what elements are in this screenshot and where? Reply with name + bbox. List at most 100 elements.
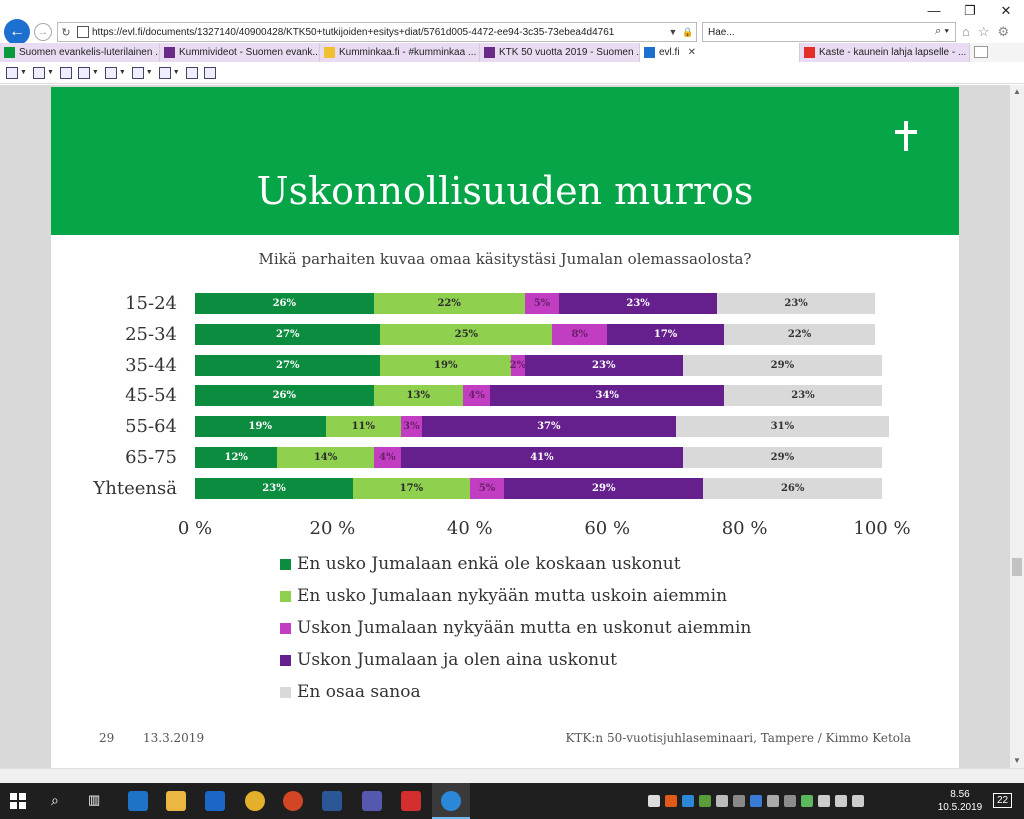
- browser-tab[interactable]: Kummivideot - Suomen evank...: [160, 43, 320, 62]
- lock-icon[interactable]: 🔒: [682, 26, 694, 37]
- bar-segment: 34%: [490, 385, 724, 407]
- legend-label: En osaa sanoa: [297, 682, 421, 702]
- horizontal-scrollbar[interactable]: [0, 768, 1024, 783]
- favorites-star-icon[interactable]: ☆: [977, 24, 990, 39]
- bar-segment: 14%: [277, 447, 374, 468]
- tab-label: Kaste - kaunein lahja lapselle - ...: [819, 47, 967, 58]
- internet-explorer-icon[interactable]: [441, 791, 461, 811]
- tab-label: KTK 50 vuotta 2019 - Suomen ...: [499, 47, 640, 58]
- browser-tab[interactable]: Kumminkaa.fi - #kumminkaa ...: [320, 43, 480, 62]
- new-tab-button[interactable]: [974, 46, 988, 58]
- home-menu[interactable]: ▼: [6, 66, 27, 79]
- scroll-up-icon[interactable]: ▲: [1013, 87, 1021, 96]
- cross-icon: [895, 121, 917, 151]
- tray-icon[interactable]: [716, 795, 728, 807]
- tray-icon[interactable]: [801, 795, 813, 807]
- refresh-icon[interactable]: ↻: [61, 26, 71, 39]
- bar-segment: 5%: [469, 477, 505, 499]
- edge-icon[interactable]: [128, 791, 148, 811]
- page-viewport[interactable]: Uskonnollisuuden murros Mikä parhaiten k…: [0, 85, 1010, 768]
- feeds-menu[interactable]: ▼: [32, 66, 54, 79]
- mail-button[interactable]: [59, 66, 72, 79]
- chrome-icon[interactable]: [245, 791, 265, 811]
- onenote-button[interactable]: [203, 66, 216, 79]
- restore-icon[interactable]: ❐: [964, 2, 976, 18]
- volume-icon[interactable]: [852, 795, 864, 807]
- bluetooth-icon[interactable]: [750, 795, 762, 807]
- bar-segment: 23%: [524, 354, 683, 376]
- legend-item: Uskon Jumalaan nykyään mutta en uskonut …: [280, 617, 751, 639]
- network-icon[interactable]: [835, 795, 847, 807]
- bar-segment: 4%: [373, 447, 402, 468]
- powerpoint-icon[interactable]: [283, 791, 303, 811]
- command-bar: ▼ ▼ ▼ ▼ ▼ ▼: [0, 62, 1024, 84]
- print-menu[interactable]: ▼: [77, 66, 99, 79]
- close-icon[interactable]: ✕: [1000, 2, 1012, 18]
- start-button[interactable]: [10, 793, 26, 809]
- tray-icon[interactable]: [699, 795, 711, 807]
- browser-tab[interactable]: KTK 50 vuotta 2019 - Suomen ...: [480, 43, 640, 62]
- safety-menu[interactable]: ▼: [131, 66, 153, 79]
- scroll-down-icon[interactable]: ▼: [1013, 756, 1021, 765]
- tray-icon[interactable]: [784, 795, 796, 807]
- minimize-icon[interactable]: —: [927, 3, 941, 18]
- bar-segment: 19%: [380, 354, 511, 376]
- row-label: 25-34: [125, 323, 177, 345]
- battery-icon[interactable]: [818, 795, 830, 807]
- office-tray-icon[interactable]: [665, 795, 677, 807]
- home-icon[interactable]: ⌂: [962, 24, 970, 39]
- window-controls: — ❐ ✕: [916, 0, 1024, 21]
- bar-segment: 11%: [325, 416, 402, 438]
- bar-segment: 29%: [682, 354, 882, 376]
- row-label: 65-75: [125, 447, 177, 468]
- bar-segment: 17%: [353, 477, 470, 499]
- bar-segment: 8%: [552, 323, 608, 345]
- bar-segment: 4%: [462, 385, 491, 407]
- legend-item: En osaa sanoa: [280, 681, 421, 703]
- search-icon[interactable]: ⌕ ▾: [935, 25, 949, 37]
- dropdown-icon[interactable]: ▼: [668, 26, 678, 37]
- browser-tab[interactable]: Kaste - kaunein lahja lapselle - ...: [800, 43, 970, 62]
- taskbar-search-icon[interactable]: ⌕: [51, 792, 59, 808]
- row-label: 15-24: [125, 293, 177, 314]
- tools-menu[interactable]: ▼: [158, 66, 180, 79]
- tab-close-icon[interactable]: ✕: [687, 47, 696, 58]
- browser-tab[interactable]: Suomen evankelis-luterilainen ...: [0, 43, 160, 62]
- feed-icon: [32, 66, 45, 79]
- slide-header: Uskonnollisuuden murros: [51, 87, 959, 235]
- clock-time: 8.56: [950, 789, 970, 800]
- tray-icon[interactable]: [767, 795, 779, 807]
- bar-segment: 23%: [195, 477, 353, 499]
- browser-tab[interactable]: evl.fi ✕: [640, 43, 800, 62]
- notification-center-badge[interactable]: 22: [993, 793, 1013, 808]
- outlook-tray-icon[interactable]: [682, 795, 694, 807]
- print-icon: [77, 66, 90, 79]
- tab-favicon-icon: [324, 47, 335, 58]
- back-button[interactable]: ←: [4, 19, 30, 45]
- page-icon: [104, 66, 117, 79]
- x-tick-label: 0 %: [177, 518, 213, 539]
- x-tick-label: 20 %: [309, 518, 356, 539]
- page-menu[interactable]: ▼: [104, 66, 126, 79]
- translate-button[interactable]: [185, 66, 198, 79]
- search-input[interactable]: Hae... ⌕ ▾: [702, 22, 956, 42]
- forward-button[interactable]: →: [34, 23, 52, 41]
- bar-segment: 26%: [195, 385, 374, 407]
- tray-icon[interactable]: [733, 795, 745, 807]
- system-clock[interactable]: 8.56 10.5.2019: [935, 788, 985, 814]
- clock-date: 10.5.2019: [937, 802, 983, 813]
- system-tray: [648, 795, 864, 807]
- file-explorer-icon[interactable]: [166, 791, 186, 811]
- outlook-icon[interactable]: [205, 791, 225, 811]
- scroll-thumb[interactable]: [1012, 558, 1022, 576]
- tray-icon[interactable]: [648, 795, 660, 807]
- teams-icon[interactable]: [362, 791, 382, 811]
- task-view-icon[interactable]: ▥: [88, 792, 101, 807]
- acrobat-icon[interactable]: [401, 791, 421, 811]
- settings-gear-icon[interactable]: ⚙: [997, 24, 1010, 39]
- word-icon[interactable]: [322, 791, 342, 811]
- url-text[interactable]: https://evl.fi/documents/1327140/4090042…: [92, 26, 615, 38]
- tab-favicon-icon: [644, 47, 655, 58]
- vertical-scrollbar[interactable]: ▲ ▼: [1010, 85, 1024, 768]
- address-bar[interactable]: ↻ https://evl.fi/documents/1327140/40900…: [57, 22, 697, 42]
